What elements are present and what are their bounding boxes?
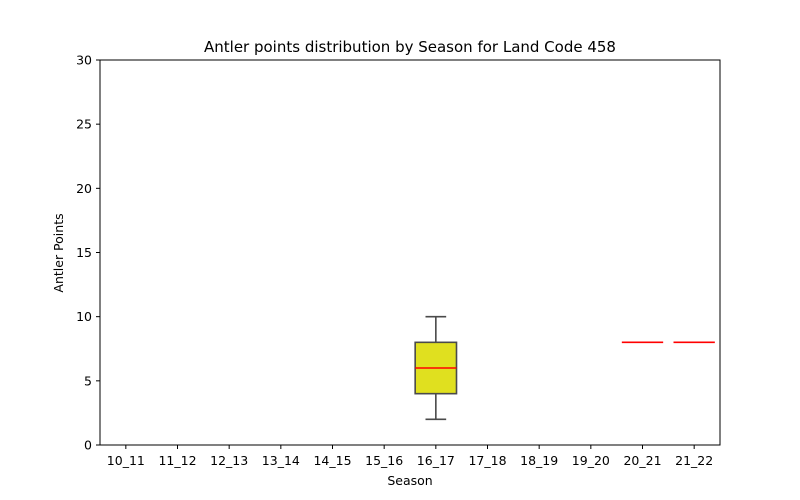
y-tick-label: 20 [76,181,92,196]
x-tick-label: 14_15 [313,453,351,468]
x-tick-label: 17_18 [468,453,506,468]
box-series [414,315,715,421]
plot-area [99,59,721,446]
x-tick-label: 10_11 [107,453,145,468]
y-axis: 0 5 10 15 20 25 30 [76,53,100,453]
box-16_17 [414,315,458,421]
y-tick-label: 5 [84,373,92,388]
x-axis-label: Season [387,473,432,488]
y-tick-label: 15 [76,245,92,260]
x-tick-label: 16_17 [417,453,455,468]
x-tick-label: 19_20 [572,453,610,468]
x-tick-label: 12_13 [210,453,248,468]
y-tick-label: 25 [76,117,92,132]
y-tick-label: 30 [76,53,92,68]
plot-frame [99,59,721,446]
chart-title: Antler points distribution by Season for… [204,38,616,56]
x-tick-label: 15_16 [365,453,403,468]
x-axis: 10_11 11_12 12_13 13_14 14_15 15_16 16_17 17_18… [107,445,713,468]
x-tick-label: 21_22 [675,453,713,468]
x-tick-label: 13_14 [262,453,300,468]
x-tick-label: 11_12 [158,453,196,468]
y-tick-label: 0 [84,438,92,453]
x-tick-label: 20_21 [623,453,661,468]
x-tick-label: 18_19 [520,453,558,468]
y-tick-label: 10 [76,309,92,324]
y-axis-label: Antler Points [51,213,66,292]
